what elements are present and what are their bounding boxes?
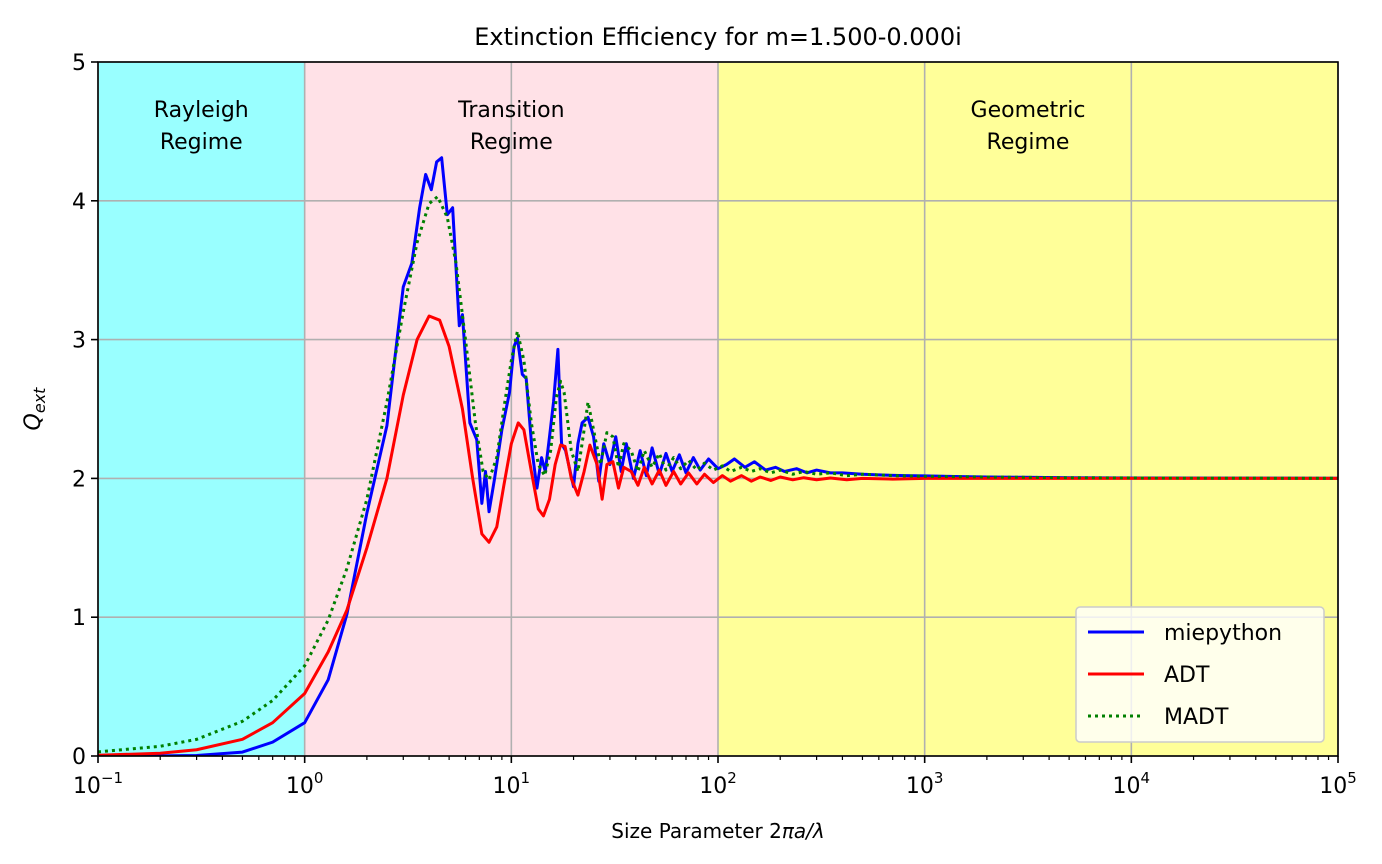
x-tick-label: 104 [1113,769,1151,799]
x-tick-label: 105 [1319,769,1357,799]
legend-box [1075,606,1325,743]
x-axis-label: Size Parameter 2πa/λ [611,819,824,843]
x-tick-label: 102 [699,769,737,799]
x-tick-label: 10−1 [73,769,123,799]
y-tick-label: 1 [72,606,86,631]
legend-entry-madt: MADT [1164,705,1229,730]
region-rayleigh [98,62,305,756]
series-line-adt [98,314,1338,756]
x-tick-label: 103 [906,769,944,799]
legend-entry-miepython: miepython [1164,621,1282,646]
region-label-rayleigh: Rayleigh Regime [154,98,249,155]
series-line-madt [98,195,1338,754]
y-tick-label: 0 [72,745,86,770]
x-tick-label: 100 [286,769,324,799]
region-label-geometric: Geometric Regime [971,98,1086,155]
x-tick-label: 101 [493,769,531,799]
y-tick-label: 3 [72,329,86,354]
legend-entry-adt: ADT [1164,663,1210,688]
y-tick-label: 4 [72,190,86,215]
series-line-miepython [98,156,1338,756]
region-label-transition: Transition Regime [457,98,564,155]
y-tick-label: 5 [72,51,86,76]
y-axis-label: Qext [21,387,49,431]
y-tick-label: 2 [72,467,86,492]
chart-title: Extinction Efficiency for m=1.500-0.000i [474,23,962,51]
legend: miepython ADT MADT [1075,606,1325,743]
